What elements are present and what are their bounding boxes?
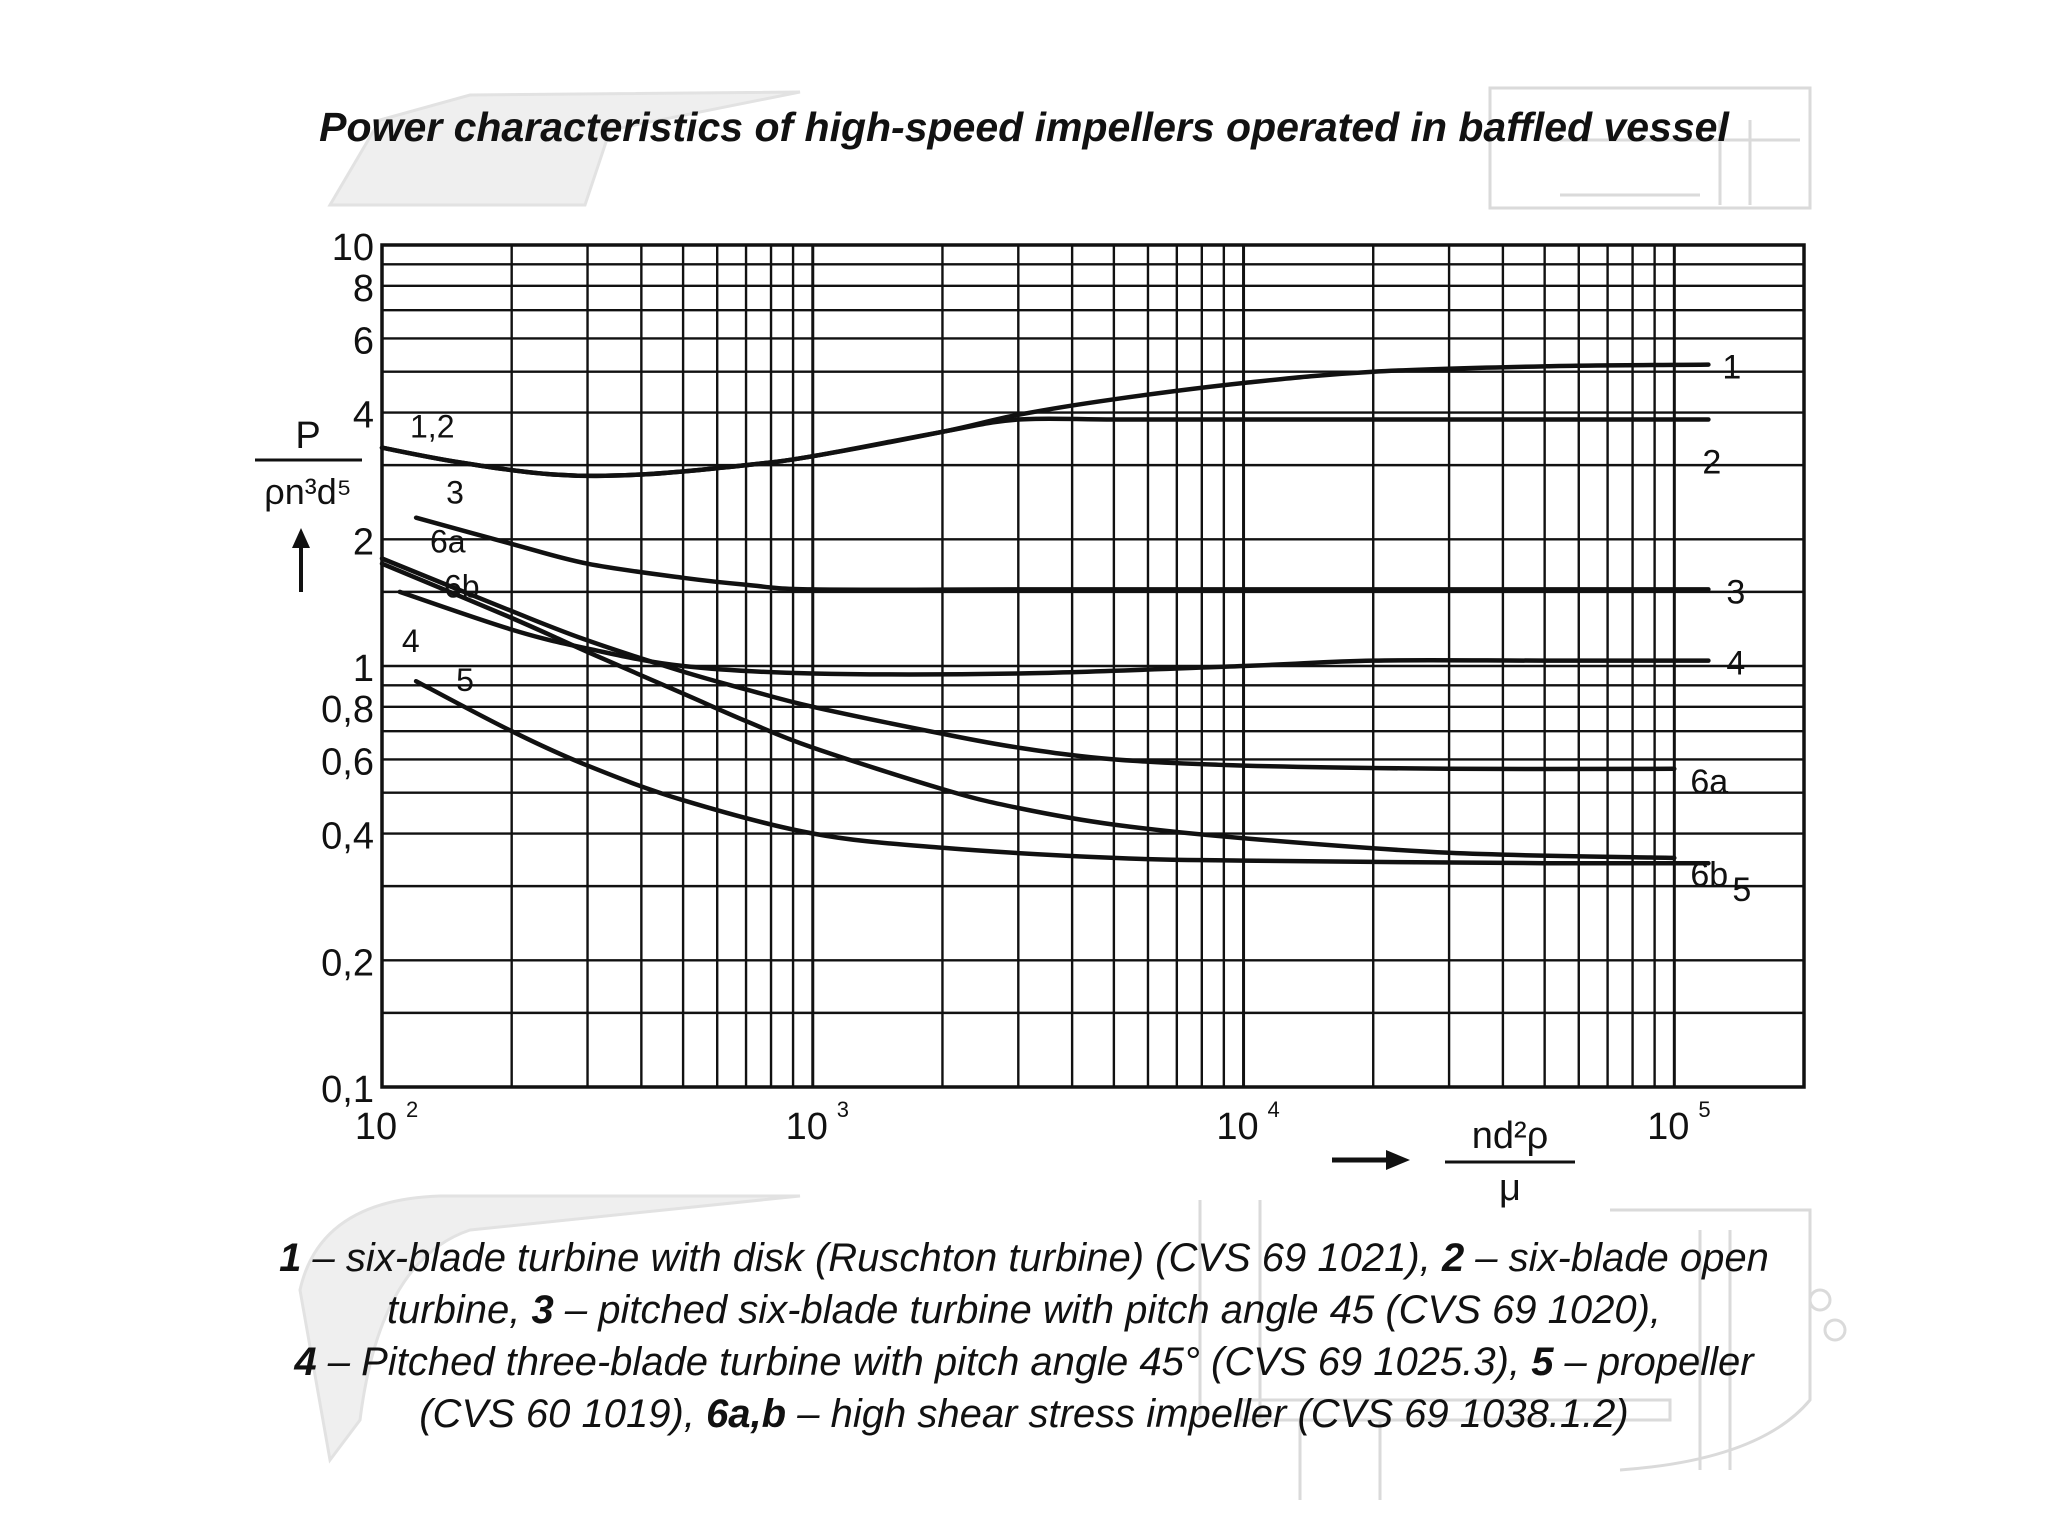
series-end-label-1: 1 (1722, 349, 1741, 387)
y-tick-label: 0,4 (321, 816, 374, 858)
series-line-4 (397, 589, 1711, 677)
y-tick-label: 1 (353, 648, 374, 690)
x-tick-base: 10 (1647, 1106, 1689, 1148)
background-impeller-shape (327, 90, 801, 207)
caption-key: 2 (1441, 1236, 1465, 1280)
x-tick-label: 10 5 (1647, 1097, 1710, 1148)
caption-text: (CVS 60 1019), (419, 1392, 707, 1436)
caption-text: – propeller (1553, 1340, 1754, 1384)
series-start-label-5: 5 (456, 662, 474, 698)
y-tick-label: 8 (353, 268, 374, 310)
caption-key: 5 (1531, 1340, 1554, 1384)
series-end-label-5: 5 (1732, 871, 1751, 909)
x-tick-exponent: 2 (406, 1097, 418, 1122)
x-tick-base: 10 (355, 1106, 397, 1148)
series-end-label-4: 4 (1726, 645, 1745, 683)
page-title: Power characteristics of high-speed impe… (319, 104, 1729, 150)
y-tick-label: 0,6 (321, 741, 374, 783)
x-tick-label: 10 2 (355, 1097, 418, 1148)
caption-text: – pitched six-blade turbine with pitch a… (553, 1288, 1662, 1332)
caption-text: turbine, (386, 1288, 532, 1332)
caption-line: (CVS 60 1019), 6a,b – high shear stress … (150, 1388, 1898, 1440)
y-axis-title-denominator: ρn³d⁵ (264, 471, 351, 512)
x-tick-exponent: 3 (837, 1097, 849, 1122)
x-axis-title-denominator: μ (1499, 1167, 1521, 1209)
series-end-label-3: 3 (1726, 573, 1745, 611)
y-tick-label: 0,8 (321, 689, 374, 731)
x-axis-arrow-head (1386, 1150, 1410, 1170)
y-tick-label: 2 (353, 521, 374, 563)
y-tick-label: 0,1 (321, 1069, 374, 1111)
x-tick-exponent: 4 (1268, 1097, 1280, 1122)
background-vessel-drawing (1198, 86, 1847, 1500)
caption-text: – Pitched three-blade turbine with pitch… (316, 1340, 1532, 1384)
caption-key: 1 (279, 1236, 302, 1280)
series-line-2 (379, 416, 1711, 479)
caption-line: turbine, 3 – pitched six-blade turbine w… (150, 1284, 1898, 1336)
series-line-5 (413, 678, 1711, 866)
caption-key: 3 (531, 1288, 554, 1332)
background-impeller-shape (298, 1194, 801, 1464)
series-layer (379, 362, 1711, 866)
legend-caption: 1 – six-blade turbine with disk (Ruschto… (150, 1232, 1898, 1440)
series-line-6a (379, 556, 1677, 772)
y-tick-label: 10 (332, 227, 374, 269)
y-tick-label: 6 (353, 320, 374, 362)
grid-minor (382, 243, 1806, 1089)
series-end-label-6b: 6b (1690, 856, 1728, 894)
x-axis-title-numerator: nd²ρ (1472, 1115, 1549, 1157)
series-start-label-1: 1,2 (410, 409, 454, 445)
caption-text: – six-blade turbine with disk (Ruschton … (301, 1236, 1442, 1280)
series-end-label-6a: 6a (1690, 763, 1728, 801)
caption-line: 1 – six-blade turbine with disk (Ruschto… (150, 1232, 1898, 1284)
series-start-label-4: 4 (402, 623, 420, 659)
x-tick-exponent: 5 (1698, 1097, 1710, 1122)
caption-line: 4 – Pitched three-blade turbine with pit… (150, 1336, 1898, 1388)
series-line-3 (413, 515, 1711, 593)
y-tick-label: 0,2 (321, 942, 374, 984)
series-end-label-2: 2 (1702, 444, 1721, 482)
series-line-6b (379, 561, 1677, 861)
caption-text: – six-blade open (1464, 1236, 1769, 1280)
series-start-label-6a: 6a (430, 524, 466, 560)
x-tick-base: 10 (786, 1106, 828, 1148)
caption-key: 6a,b (706, 1392, 787, 1436)
y-tick-label: 4 (353, 395, 374, 437)
y-axis-title-numerator: P (295, 415, 320, 457)
caption-text: – high shear stress impeller (CVS 69 103… (786, 1392, 1629, 1436)
x-tick-label: 10 4 (1216, 1097, 1279, 1148)
x-tick-label: 10 3 (786, 1097, 849, 1148)
caption-key: 4 (294, 1340, 317, 1384)
y-axis-arrow-head (292, 528, 310, 548)
series-start-label-6b: 6b (444, 569, 480, 605)
x-tick-base: 10 (1216, 1106, 1258, 1148)
series-start-label-3: 3 (446, 475, 464, 511)
plot-frame (380, 243, 1806, 1089)
